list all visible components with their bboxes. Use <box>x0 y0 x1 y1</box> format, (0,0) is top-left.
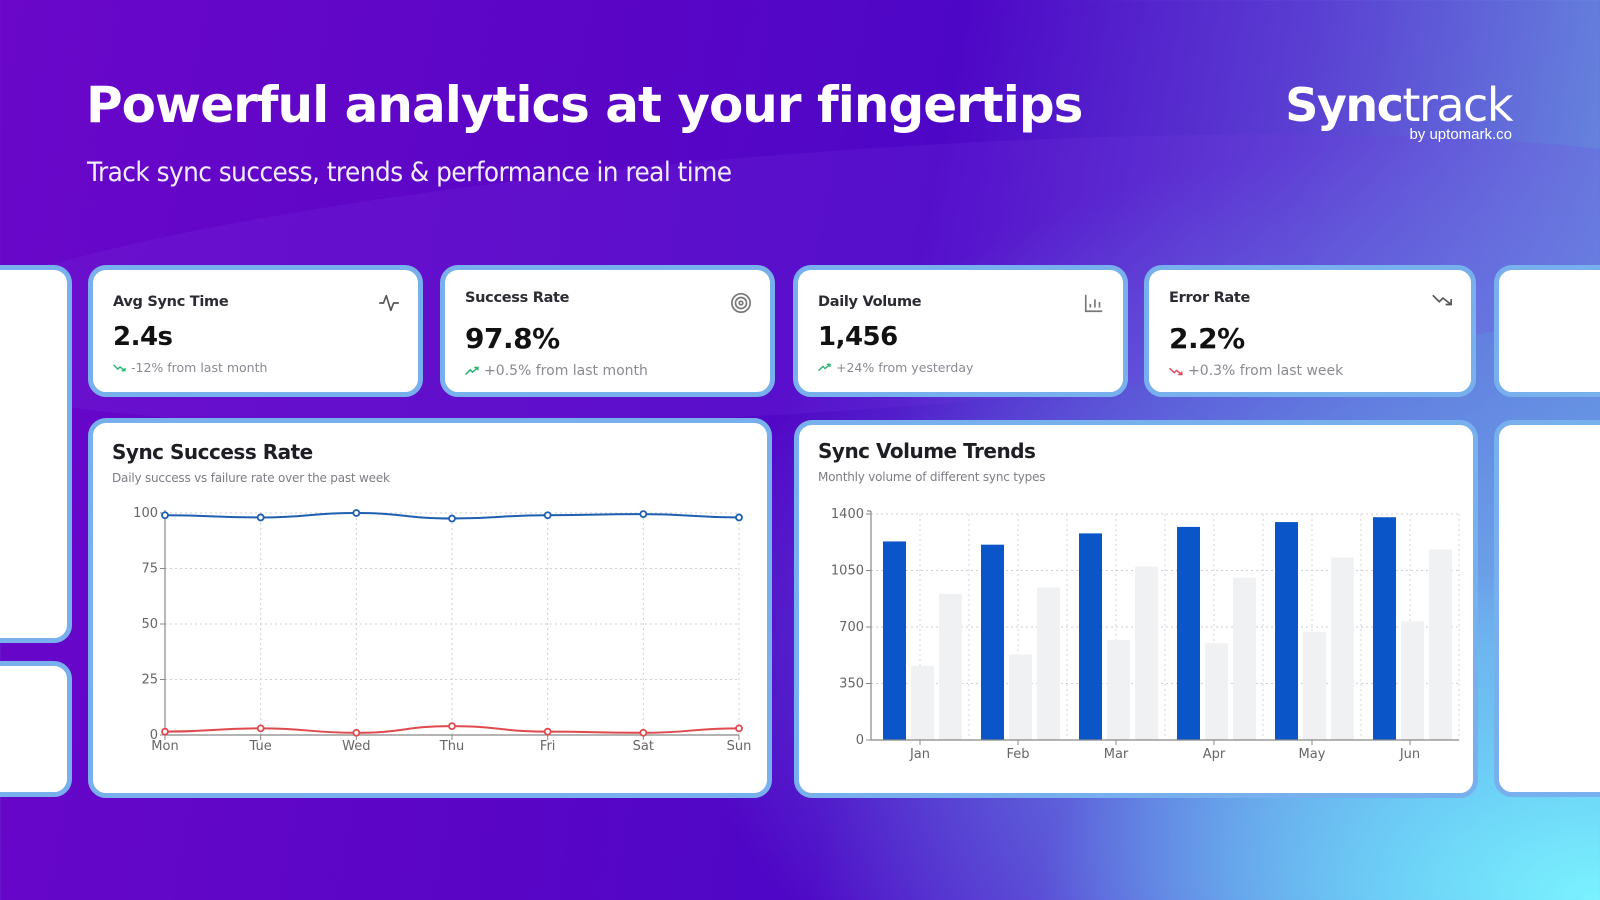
stat-delta-text: +24% from yesterday <box>836 360 974 375</box>
trending-up-icon <box>465 366 479 376</box>
stat-delta: -12% from last month <box>113 360 267 375</box>
stat-label: Daily Volume <box>818 294 922 310</box>
stat-card-daily-volume: Daily Volume 1,456 +24% from yesterday <box>793 265 1128 397</box>
chart-title: Sync Success Rate <box>112 440 313 464</box>
svg-text:75: 75 <box>141 562 158 577</box>
bar-chart: 0 350 700 1050 1400 Jan Feb Mar Apr May Jun <box>831 507 1460 762</box>
trending-down-icon <box>1169 367 1183 376</box>
svg-text:Jun: Jun <box>1399 747 1420 762</box>
side-card-right-top <box>1494 265 1600 397</box>
bar-chart-icon <box>1084 294 1103 313</box>
svg-text:Fri: Fri <box>540 739 556 754</box>
stat-value: 1,456 <box>818 322 898 352</box>
stat-card-error-rate: Error Rate 2.2% +0.3% from last week <box>1144 265 1476 397</box>
logo-brand-bold: Sync <box>1285 78 1404 132</box>
svg-text:350: 350 <box>839 677 864 692</box>
svg-text:1050: 1050 <box>831 564 864 579</box>
stat-delta: +24% from yesterday <box>818 360 973 375</box>
stat-delta: +0.3% from last week <box>1169 363 1343 379</box>
hero-title: Powerful analytics at your fingertips <box>86 76 1083 134</box>
svg-text:Jan: Jan <box>909 747 930 762</box>
chart-card-volume-trends: Sync Volume Trends Monthly volume of dif… <box>794 420 1478 798</box>
svg-text:Sat: Sat <box>633 739 654 754</box>
svg-text:25: 25 <box>141 673 158 688</box>
svg-text:Thu: Thu <box>439 739 464 754</box>
svg-text:Mon: Mon <box>151 739 178 754</box>
hero-subtitle: Track sync success, trends & performance… <box>87 157 732 188</box>
trending-up-icon <box>818 363 831 372</box>
stat-value: 97.8% <box>465 322 560 355</box>
svg-text:Sun: Sun <box>727 739 752 754</box>
stat-delta-text: +0.3% from last week <box>1188 363 1344 379</box>
svg-text:Feb: Feb <box>1006 747 1029 762</box>
stat-label: Success Rate <box>465 290 570 306</box>
logo-wordmark: Synctrack <box>1285 82 1513 128</box>
chart-title: Sync Volume Trends <box>818 439 1036 463</box>
logo-byline: by uptomark.co <box>1409 126 1512 143</box>
logo: Synctrack by uptomark.co <box>1285 82 1513 143</box>
stat-delta: +0.5% from last month <box>465 363 648 379</box>
line-chart: 0 25 50 75 100 Mon Tue Wed Thu Fri Sat Sun <box>133 506 752 754</box>
svg-text:May: May <box>1299 747 1326 762</box>
activity-icon <box>379 294 399 312</box>
trending-down-icon <box>1432 294 1452 306</box>
chart-subtitle: Monthly volume of different sync types <box>818 470 1046 484</box>
svg-text:1400: 1400 <box>831 507 864 522</box>
svg-text:0: 0 <box>150 728 158 743</box>
target-icon <box>731 293 751 313</box>
chart-card-success-rate: Sync Success Rate Daily success vs failu… <box>88 418 772 798</box>
svg-text:50: 50 <box>141 617 158 632</box>
stat-label: Error Rate <box>1169 290 1251 306</box>
svg-text:Apr: Apr <box>1203 747 1226 762</box>
svg-text:700: 700 <box>839 620 864 635</box>
stat-delta-text: +0.5% from last month <box>484 363 648 379</box>
svg-text:Mar: Mar <box>1104 747 1129 762</box>
stat-value: 2.4s <box>113 322 173 352</box>
svg-text:100: 100 <box>133 506 158 521</box>
logo-brand-light: track <box>1402 78 1513 132</box>
trending-down-icon <box>113 364 126 372</box>
chart-subtitle: Daily success vs failure rate over the p… <box>112 471 390 485</box>
svg-text:Wed: Wed <box>342 739 370 754</box>
stat-card-success-rate: Success Rate 97.8% +0.5% from last month <box>440 265 775 397</box>
side-card-left-bottom <box>0 661 72 797</box>
stat-card-avg-sync-time: Avg Sync Time 2.4s -12% from last month <box>88 265 423 397</box>
svg-text:0: 0 <box>856 733 864 748</box>
stat-label: Avg Sync Time <box>113 294 229 310</box>
side-card-right-bottom <box>1494 420 1600 797</box>
side-card-left-top <box>0 265 72 643</box>
stat-value: 2.2% <box>1169 322 1245 355</box>
stat-delta-text: -12% from last month <box>131 360 268 375</box>
svg-text:Tue: Tue <box>249 739 272 754</box>
